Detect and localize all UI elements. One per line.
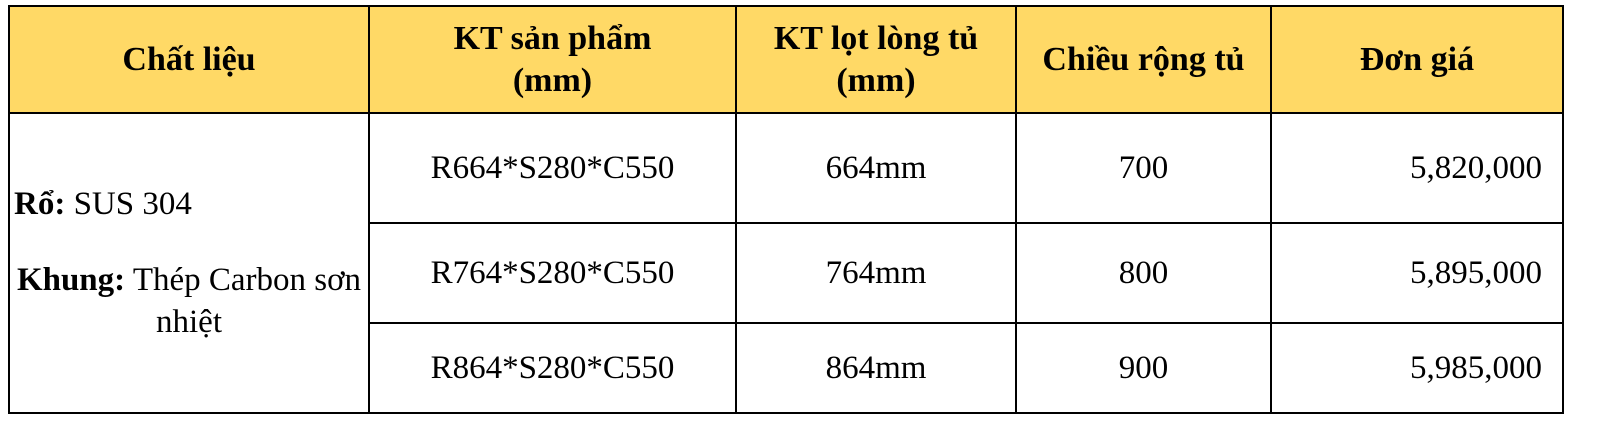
label: Khung: — [16, 262, 126, 298]
row: R764*S280*C550 764mm 800 5,895,000 — [9, 222, 1564, 324]
header-cell: Chiều rộng tủ — [1015, 5, 1272, 114]
header-cell: KT sản phẩm (mm) — [368, 5, 737, 114]
cell: 800 — [1015, 222, 1272, 324]
cell: R664*S280*C550 — [368, 112, 737, 224]
cell: 5,820,000 — [1270, 112, 1564, 224]
header-cell: Chất liệu — [8, 5, 370, 114]
cell: R764*S280*C550 — [368, 222, 737, 324]
material-cell: Rổ: SUS 304 Khung: Thép Carbon sơn nhiệt — [8, 112, 370, 414]
cell: 864mm — [735, 322, 1017, 414]
row: R864*S280*C550 864mm 900 5,985,000 — [9, 322, 1564, 414]
material-line: Rổ: SUS 304 — [14, 183, 364, 225]
price-table: Chất liệu KT sản phẩm (mm) KT lọt lòng t… — [8, 5, 1564, 414]
header-row: Chất liệu KT sản phẩm (mm) KT lọt lòng t… — [8, 5, 1564, 114]
label: Rổ: — [14, 186, 66, 222]
cell: 664mm — [735, 112, 1017, 224]
cell: 5,985,000 — [1270, 322, 1564, 414]
cell: 764mm — [735, 222, 1017, 324]
cell: 5,895,000 — [1270, 222, 1564, 324]
text: Thép Carbon sơn nhiệt — [132, 262, 362, 340]
header-cell: KT lọt lòng tủ (mm) — [735, 5, 1017, 114]
row: Rổ: SUS 304 Khung: Thép Carbon sơn nhiệt… — [8, 112, 1564, 414]
text: SUS 304 — [73, 186, 192, 222]
header-cell: Đơn giá — [1270, 5, 1564, 114]
cell: 900 — [1015, 322, 1272, 414]
cell: R864*S280*C550 — [368, 322, 737, 414]
material-line: Khung: Thép Carbon sơn nhiệt — [14, 259, 364, 343]
cell: 700 — [1015, 112, 1272, 224]
